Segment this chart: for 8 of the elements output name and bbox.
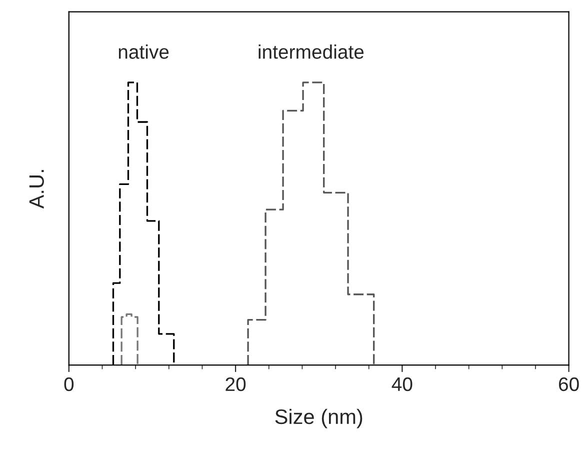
y-axis-title: A.U. <box>29 170 44 209</box>
x-axis-title: Size (nm) <box>275 408 362 428</box>
x-tick-label: 60 <box>558 377 579 392</box>
x-tick-label: 0 <box>64 377 74 392</box>
series-label: intermediate <box>258 44 364 59</box>
x-tick-label: 20 <box>226 377 246 392</box>
x-tick-label: 40 <box>392 377 412 392</box>
series-label: native <box>118 44 169 59</box>
